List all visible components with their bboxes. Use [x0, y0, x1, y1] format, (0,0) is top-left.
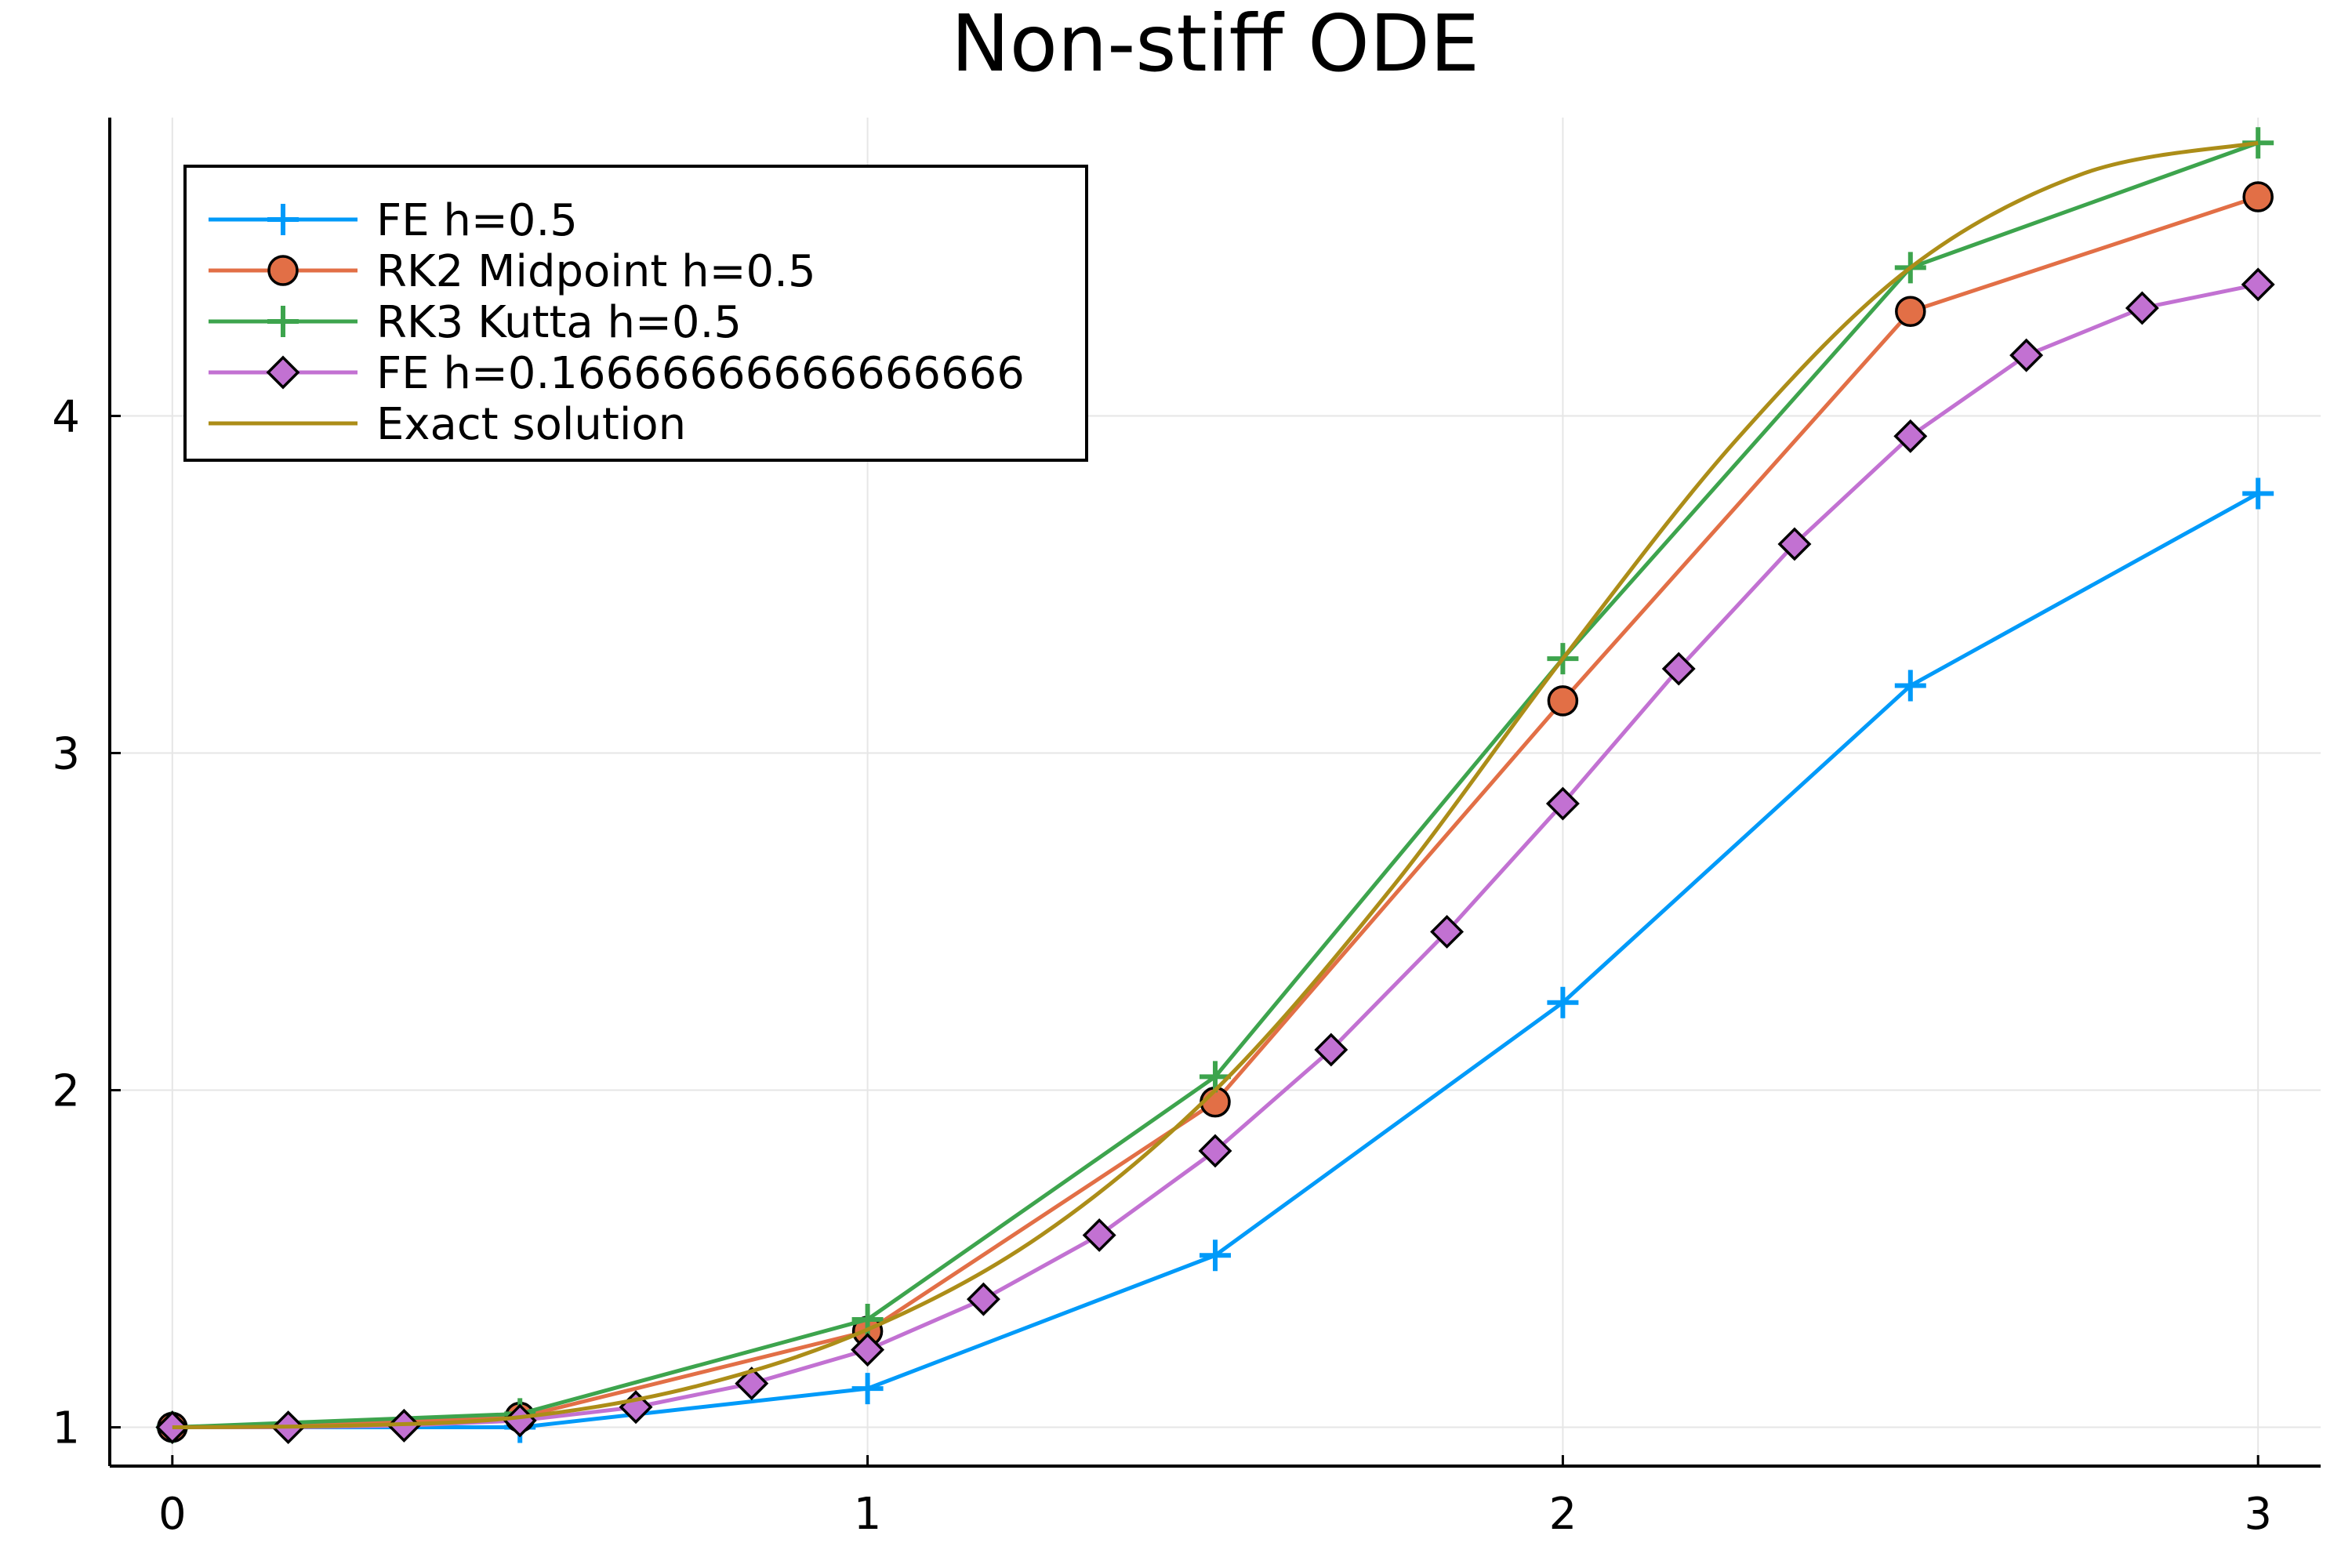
legend-marker — [267, 204, 299, 235]
data-point — [1547, 685, 1579, 717]
series-4 — [172, 140, 2259, 1430]
data-point — [1545, 786, 1580, 821]
legend-label: RK2 Midpoint h=0.5 — [376, 246, 816, 297]
y-tick-label: 2 — [52, 1066, 80, 1117]
x-tick-label: 3 — [2244, 1489, 2272, 1540]
data-point — [735, 1367, 769, 1401]
x-tick-label: 0 — [158, 1489, 187, 1540]
series-line-0 — [172, 492, 2259, 1430]
x-tick-label: 1 — [854, 1489, 882, 1540]
legend-label: Exact solution — [376, 399, 686, 450]
data-point — [1430, 914, 1465, 949]
series-0 — [156, 477, 2274, 1443]
data-point — [2242, 181, 2274, 212]
data-point — [1547, 986, 1579, 1018]
legend-label: FE h=0.16666666666666666 — [376, 348, 1025, 399]
data-point — [1661, 652, 1696, 686]
legend-entry: Exact solution — [209, 399, 686, 450]
data-point — [1895, 296, 1926, 327]
legend-entry: FE h=0.5 — [209, 195, 578, 246]
data-point — [1893, 419, 1928, 453]
legend-entry: FE h=0.16666666666666666 — [209, 348, 1025, 399]
y-tick-label: 4 — [52, 392, 80, 443]
axes: 0 1 2 3 1 2 3 4 — [52, 118, 2321, 1540]
data-point — [851, 1373, 884, 1405]
series-3 — [155, 267, 2275, 1445]
legend-entry: RK2 Midpoint h=0.5 — [209, 246, 816, 297]
data-point — [1200, 1061, 1231, 1093]
legend-entry: RK3 Kutta h=0.5 — [209, 297, 742, 348]
chart-title: Non-stiff ODE — [951, 0, 1479, 89]
data-point — [1198, 1134, 1232, 1168]
series-layer — [155, 127, 2275, 1445]
legend-label: FE h=0.5 — [376, 195, 578, 246]
data-point — [1314, 1033, 1348, 1067]
legend-label: RK3 Kutta h=0.5 — [376, 297, 742, 348]
data-point — [1200, 1240, 1231, 1272]
legend-box — [183, 165, 1088, 462]
legend-marker — [266, 355, 300, 390]
data-point — [2125, 291, 2159, 325]
data-point — [2241, 267, 2275, 302]
y-tick-label: 1 — [52, 1403, 80, 1454]
y-tick-label: 3 — [52, 729, 80, 780]
data-point — [1777, 527, 1812, 561]
series-line-4 — [172, 140, 2259, 1430]
data-point — [851, 1333, 885, 1367]
data-point — [2242, 477, 2274, 510]
x-tick-label: 2 — [1549, 1489, 1577, 1540]
data-point — [966, 1282, 1000, 1316]
legend-marker — [267, 306, 299, 337]
data-point — [1894, 670, 1926, 702]
data-point — [2009, 338, 2044, 372]
legend-marker — [267, 255, 299, 286]
data-point — [1082, 1218, 1116, 1252]
